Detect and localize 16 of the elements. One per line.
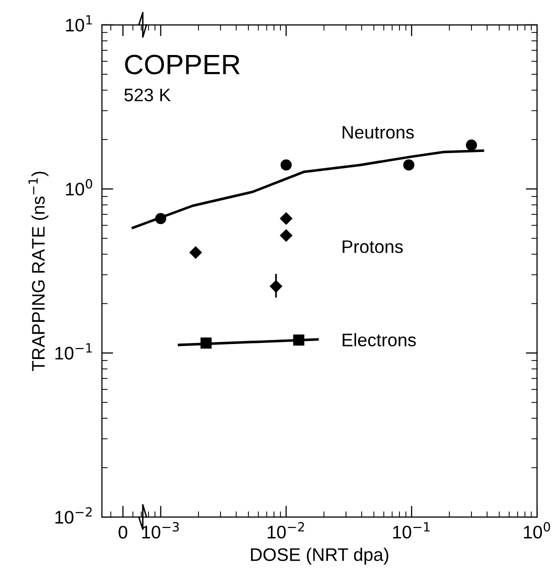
text: Protons xyxy=(342,240,403,254)
text: Electrons xyxy=(342,333,416,346)
x-tick-label: 10$^{−1}$ xyxy=(393,522,430,539)
text: 523 K xyxy=(124,88,171,102)
x-tick-label: 10$^{−2}$ xyxy=(268,522,304,539)
y-tick-label: 10$^{0}$ xyxy=(66,179,92,196)
y-tick-label: 10$^{1}$ xyxy=(66,15,92,32)
x-axis-title: DOSE (NRT dpa) xyxy=(251,548,388,565)
x-tick-label: 0 xyxy=(118,526,128,539)
x-tick-label: 10$^{0}$ xyxy=(524,522,550,539)
y-tick-label: 10$^{−2}$ xyxy=(55,507,92,524)
y-axis-title: TRAPPING RATE (ns$^{−1}$) xyxy=(28,172,48,372)
x-tick-label: 10$^{−3}$ xyxy=(142,522,179,539)
series-label: Neutrons xyxy=(342,126,414,139)
text: COPPER xyxy=(125,54,240,74)
y-tick-label: 10$^{−1}$ xyxy=(55,343,92,360)
